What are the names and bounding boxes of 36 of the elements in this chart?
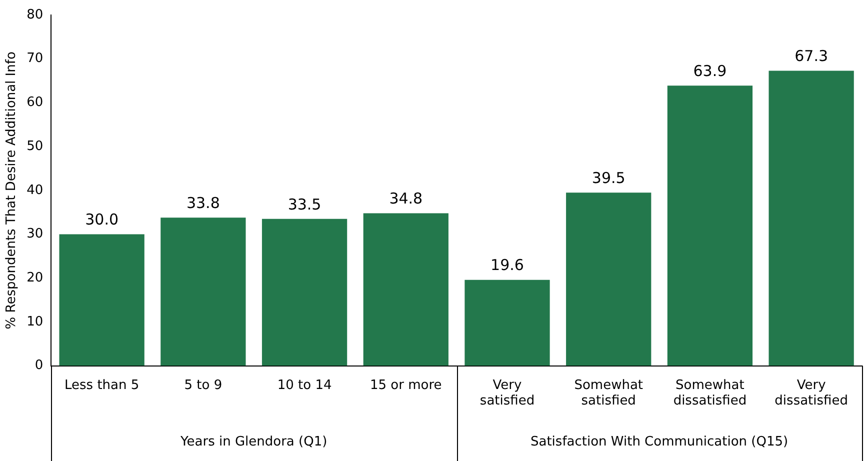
y-tick-label: 0	[34, 358, 44, 374]
bar	[262, 218, 348, 366]
bar	[464, 280, 550, 366]
x-tick-label: 5 to 9	[184, 378, 222, 393]
text: Years in Glendora (Q1)	[180, 434, 328, 450]
x-tick-label: Very satisfied	[480, 378, 535, 409]
y-axis-title: % Respondents That Desire Additional Info	[4, 52, 20, 330]
y-tick-label: 60	[26, 95, 44, 110]
y-tick-label: 50	[26, 138, 44, 154]
y-tick-label: 30	[26, 226, 44, 242]
data-label: 33.8	[186, 194, 220, 212]
text: Satisfaction With Communication (Q15)	[530, 434, 788, 450]
bar	[768, 70, 854, 366]
data-label: 67.3	[794, 47, 828, 66]
data-label: 19.6	[490, 256, 524, 274]
bar	[363, 213, 448, 366]
bar	[59, 234, 144, 366]
y-tick-label: 70	[26, 51, 44, 66]
x-tick-label: 15 or more	[370, 378, 442, 393]
bar	[160, 218, 246, 366]
y-tick-label: 40	[26, 182, 44, 198]
x-tick-label: Somewhat dissatisfied	[673, 378, 747, 409]
data-label: 30.0	[85, 210, 119, 229]
bar	[667, 86, 753, 366]
data-label: 39.5	[592, 168, 626, 187]
data-label: 34.8	[389, 190, 423, 208]
y-tick-label: 10	[26, 314, 44, 330]
data-label: 33.5	[288, 195, 322, 214]
y-tick-label: 80	[26, 7, 44, 22]
x-tick-label: Somewhat satisfied	[574, 378, 644, 409]
x-tick-label: 10 to 14	[277, 378, 332, 393]
y-tick-label: 20	[26, 270, 44, 286]
x-tick-label: Very dissatisfied	[774, 378, 848, 409]
x-tick-label: Less than 5	[64, 378, 140, 393]
data-label: 63.9	[693, 62, 727, 80]
bar	[566, 192, 652, 366]
